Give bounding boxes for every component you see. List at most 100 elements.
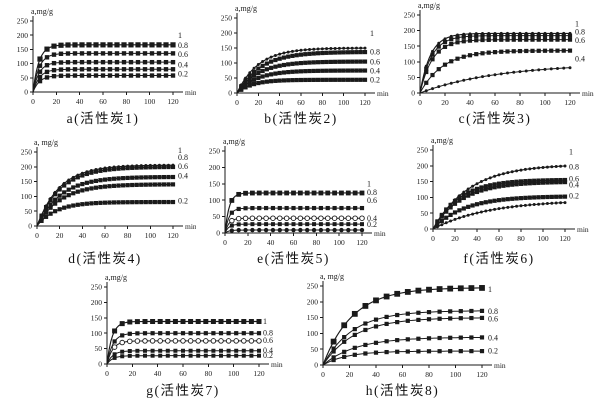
series-marker (350, 59, 355, 64)
y-tick-label: 50 (21, 73, 29, 82)
series-marker (405, 318, 410, 323)
series-marker (305, 205, 310, 211)
series-marker (278, 52, 282, 56)
series-marker (86, 42, 92, 48)
series-marker (44, 55, 50, 60)
series-label-0.6: 0.6 (569, 175, 579, 184)
series-marker (426, 336, 432, 341)
y-tick-label: 0 (314, 361, 318, 370)
y-tick-label: 50 (95, 344, 103, 353)
series-marker (470, 203, 475, 208)
series-marker (291, 205, 296, 211)
series-marker (437, 335, 442, 341)
series-marker-open (149, 338, 156, 344)
series-marker (436, 286, 443, 292)
series-marker (148, 165, 153, 170)
x-tick-label: 60 (99, 97, 107, 106)
x-tick-label: 120 (356, 238, 368, 246)
series-marker (130, 182, 135, 188)
series-marker (332, 227, 337, 233)
series-marker (488, 176, 492, 180)
series-marker (437, 309, 442, 314)
series-marker (114, 51, 120, 56)
series-marker (333, 50, 338, 55)
series-marker (424, 69, 429, 75)
series-marker (549, 48, 554, 53)
series-marker (567, 33, 573, 38)
series-marker (135, 348, 140, 353)
series-marker (331, 346, 336, 351)
series-marker (492, 185, 497, 190)
series-line-0.2 (432, 202, 566, 230)
x-axis-unit-label: min (577, 225, 589, 234)
series-marker (362, 303, 369, 309)
series-marker (57, 187, 62, 192)
series-marker (373, 324, 379, 329)
series-marker (121, 59, 127, 65)
series-marker (339, 205, 344, 211)
x-tick-label: 0 (431, 234, 435, 243)
series-marker (125, 200, 130, 205)
series-marker (562, 179, 568, 185)
series-marker (514, 196, 519, 201)
series-line-1 (224, 192, 362, 234)
series-marker (57, 198, 62, 203)
series-marker-open (248, 338, 255, 344)
series-marker (107, 42, 113, 48)
series-marker (112, 328, 118, 334)
series-marker (263, 190, 269, 196)
series-marker (337, 77, 342, 82)
series-marker (269, 79, 274, 84)
x-tick-label: 80 (123, 97, 131, 106)
series-marker (416, 336, 421, 341)
x-tick-label: 100 (228, 369, 240, 378)
series-label-0.8: 0.8 (263, 328, 273, 337)
series-marker (492, 37, 498, 42)
series-line-0.8 (419, 35, 570, 94)
y-axis-unit-label: a, mg/g (320, 272, 344, 281)
series-marker-open (180, 338, 186, 344)
series-marker (307, 60, 312, 65)
series-marker (517, 37, 523, 42)
series-label-1: 1 (488, 285, 492, 294)
series-marker (44, 69, 50, 75)
series-marker (524, 33, 529, 38)
x-tick-label: 20 (255, 98, 263, 106)
series-marker (158, 348, 163, 353)
series-marker (318, 227, 324, 233)
series-marker (311, 60, 316, 65)
series-marker (496, 198, 502, 203)
series-label-1: 1 (370, 29, 374, 38)
series-label-0.8: 0.8 (178, 153, 188, 162)
series-label-0.8: 0.8 (178, 41, 188, 50)
series-marker (86, 51, 92, 56)
series-marker (72, 67, 78, 72)
series-marker (359, 205, 365, 211)
series-marker (337, 46, 341, 50)
x-tick-label: 120 (253, 369, 265, 378)
series-marker (559, 201, 563, 205)
series-marker (303, 77, 308, 83)
series-marker (328, 77, 333, 82)
series-marker (256, 80, 261, 86)
series-marker (558, 194, 563, 199)
series-marker (236, 191, 242, 197)
series-marker (512, 70, 516, 74)
series-marker (241, 353, 246, 358)
y-tick-label: 0 (98, 360, 102, 369)
series-marker (211, 348, 216, 353)
series-label-1: 1 (367, 179, 371, 188)
series-marker (449, 59, 454, 64)
series-marker (180, 331, 186, 336)
series-marker (467, 53, 473, 58)
series-marker (44, 75, 50, 80)
x-tick-label: 100 (450, 370, 462, 378)
series-marker (128, 73, 134, 78)
series-marker (501, 172, 505, 176)
series-marker (102, 184, 108, 189)
y-tick-label: 0 (228, 89, 232, 98)
series-label-0.4: 0.4 (263, 346, 273, 355)
series-marker (165, 353, 170, 358)
series-marker (127, 331, 132, 336)
x-tick-label: 80 (516, 98, 524, 106)
